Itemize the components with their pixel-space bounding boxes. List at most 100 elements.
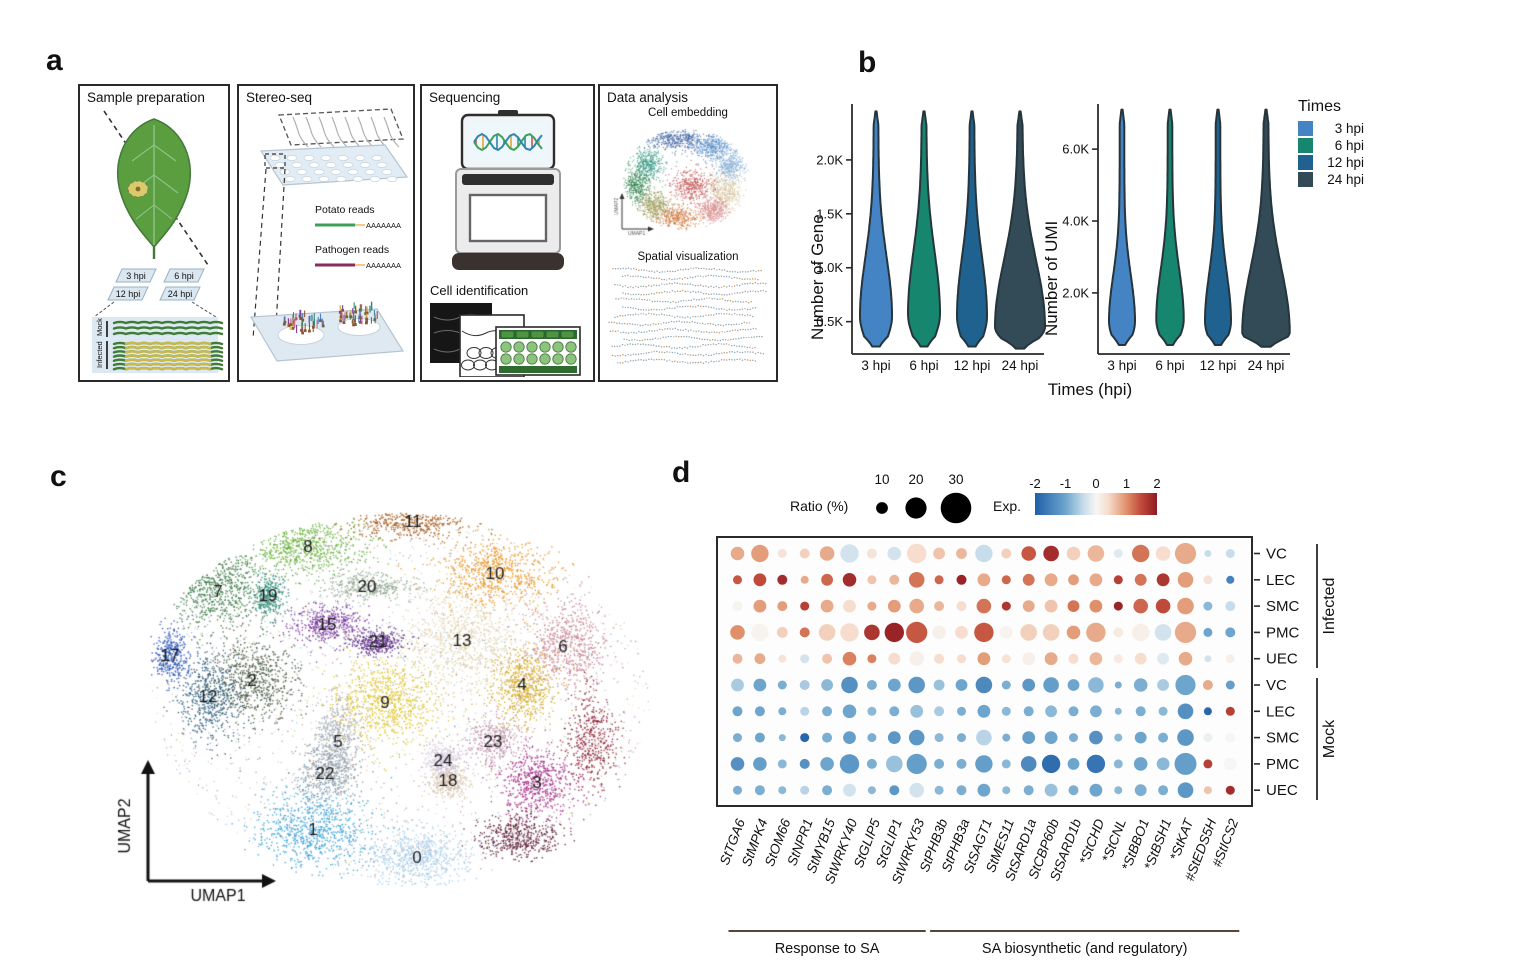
dot [1001, 706, 1011, 716]
violin-3 hpi [859, 110, 893, 348]
dot [1022, 652, 1036, 666]
dot [975, 544, 993, 563]
legend-swatch [1298, 121, 1313, 136]
row-label: VC [1266, 546, 1287, 563]
exp-tick-label: -2 [1029, 476, 1041, 491]
dot [906, 753, 927, 774]
panel-a-box-stereo-seq: Stereo-seq Potato reads AAAAAAA Pathogen r… [237, 84, 415, 382]
violin-6 hpi [1155, 108, 1185, 346]
dot [1154, 624, 1172, 641]
dot [754, 785, 765, 796]
dot [1174, 752, 1197, 775]
dot [957, 654, 966, 664]
dot [1089, 730, 1103, 745]
violin-12 hpi [1204, 108, 1232, 346]
dot [1156, 573, 1170, 587]
potato-polya: AAAAAAA [366, 221, 401, 230]
dot [1114, 707, 1122, 715]
dot [1002, 733, 1011, 742]
x-tick-label: 3 hpi [861, 358, 890, 373]
dot [867, 575, 877, 585]
potato-reads-label: Potato reads [315, 204, 375, 216]
dot [889, 706, 900, 717]
row-label: PMC [1266, 756, 1300, 773]
sequencing-illustration: Cell identification [430, 110, 581, 378]
dot [1022, 600, 1035, 612]
dot [843, 783, 856, 797]
x-tick-label: 6 hpi [909, 358, 938, 373]
dot [909, 598, 924, 614]
dot [1067, 758, 1080, 770]
dot [777, 759, 787, 769]
dot [1067, 679, 1080, 691]
dot [730, 546, 745, 561]
dot [1086, 622, 1106, 643]
violin-24 hpi [1241, 108, 1291, 348]
dot [777, 574, 788, 585]
dot [754, 653, 766, 665]
sample-preparation-illustration: 3 hpi 6 hpi 12 hpi 24 hpi Mock Infected [92, 110, 224, 373]
dot [1068, 574, 1079, 586]
dot [1087, 545, 1105, 562]
dot [822, 732, 833, 743]
dot [975, 755, 993, 773]
y-tick-label: 6.0K [1062, 142, 1089, 157]
dot [867, 706, 877, 716]
dot [777, 601, 788, 612]
dot [977, 652, 991, 666]
dot [887, 731, 901, 744]
exp-tick-label: -1 [1059, 476, 1072, 491]
dot [934, 785, 944, 795]
dot [732, 601, 743, 612]
stereo-seq-illustration: Potato reads AAAAAAA Pathogen reads AAAAAAA [249, 108, 409, 362]
dot [822, 653, 833, 664]
dot [1044, 599, 1058, 613]
dot [818, 624, 836, 641]
dot [1041, 754, 1061, 774]
dot [1067, 600, 1080, 612]
dot [731, 678, 744, 692]
timepoint-chip: 3 hpi [115, 268, 157, 283]
dot [754, 706, 765, 717]
infected-label: Infected [95, 341, 104, 368]
dot [1155, 598, 1171, 614]
dot [799, 548, 810, 559]
dot [1203, 575, 1213, 585]
y-tick-label: 4.0K [1062, 214, 1089, 229]
dot [1021, 546, 1036, 561]
dot [800, 706, 810, 716]
violin-24 hpi [994, 110, 1046, 350]
dot [999, 626, 1013, 639]
dot [1114, 681, 1122, 689]
dot [1023, 785, 1034, 796]
dot [1177, 572, 1194, 588]
dot [1225, 627, 1236, 638]
times-legend: Times 3 hpi 6 hpi 12 hpi 24 hpi [1298, 98, 1364, 189]
dot [1001, 654, 1011, 664]
dot [1113, 759, 1123, 769]
dot [974, 622, 994, 643]
dot [1001, 680, 1011, 690]
dot [1157, 652, 1169, 665]
dot [957, 733, 966, 743]
pathogen-polya: AAAAAAA [366, 261, 401, 270]
dot [1175, 674, 1196, 696]
dot [933, 679, 945, 691]
dot [799, 627, 810, 638]
dot [1156, 757, 1170, 771]
dot [1023, 706, 1034, 717]
row-label: SMC [1266, 598, 1300, 615]
dot [753, 678, 767, 692]
legend-swatch [1298, 138, 1313, 153]
dot [934, 758, 945, 769]
dot [908, 676, 925, 694]
dot [840, 544, 859, 563]
dot [799, 680, 810, 690]
panel-a-box-sample-preparation: Sample preparation 3 hpi 6 hpi 12 hpi 24 hp… [78, 84, 230, 382]
dot [732, 653, 743, 664]
dot [932, 625, 946, 640]
row-label: UEC [1266, 651, 1298, 668]
dot [866, 548, 877, 559]
dot [1177, 703, 1194, 720]
dot [867, 654, 877, 664]
